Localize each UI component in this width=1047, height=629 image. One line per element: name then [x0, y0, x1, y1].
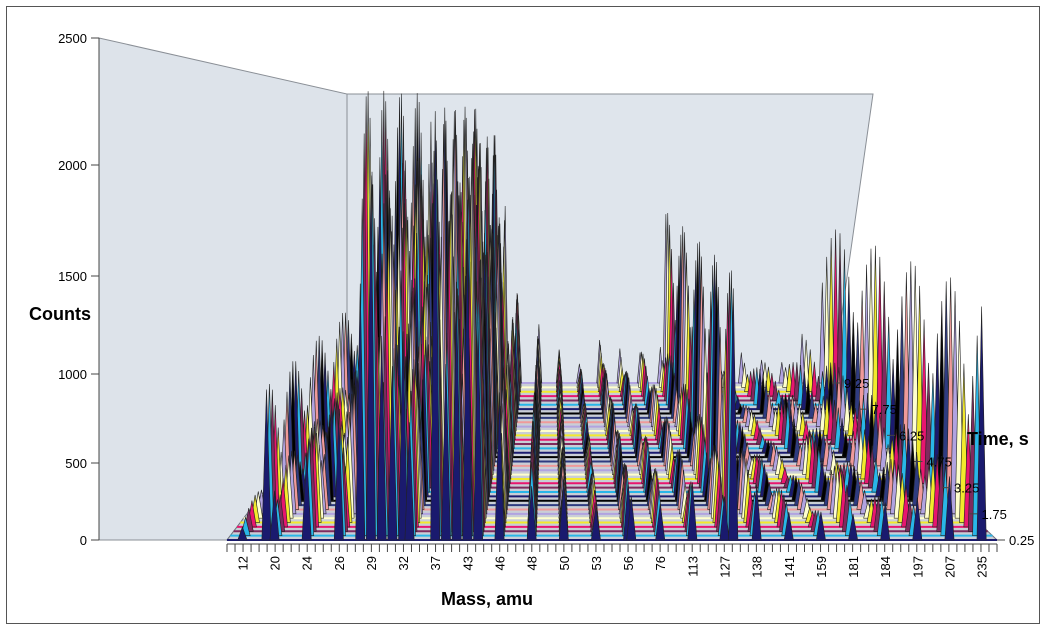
chart-frame: 0 500 1000 1500 2000 2500 12 20 24 26 29 32 37 43 46 4… [6, 6, 1040, 624]
x-tick-label: 141 [782, 556, 797, 578]
trace-peak [687, 482, 698, 541]
trace-peak [810, 361, 818, 397]
trace-peak [768, 372, 776, 397]
trace-peak [880, 502, 891, 541]
y-tick-label: 2500 [58, 31, 87, 46]
z-tick-label: 6.25 [899, 428, 924, 443]
trace-peak [626, 496, 637, 541]
trace-peak [366, 175, 376, 541]
trace-peak [462, 231, 473, 541]
trace-peak [741, 362, 748, 388]
x-axis: 12 20 24 26 29 32 37 43 46 48 50 53 56 76 113 127 138 141… [226, 543, 998, 578]
trace-peak [815, 511, 826, 541]
y-tick-label: 1000 [58, 367, 87, 382]
trace-peak [728, 288, 739, 541]
z-tick-label: 1.75 [982, 507, 1007, 522]
x-tick-label: 56 [621, 556, 636, 570]
y-tick-label: 0 [80, 533, 87, 548]
x-tick-label: 12 [235, 556, 250, 570]
trace-peak [526, 486, 537, 541]
trace-peak [814, 375, 822, 401]
x-tick-label: 50 [557, 556, 572, 570]
trace-peak [404, 422, 415, 541]
trace-peak [261, 389, 272, 541]
y-tick-label: 1500 [58, 269, 87, 284]
chart-svg: 0 500 1000 1500 2000 2500 12 20 24 26 29 32 37 43 46 4… [29, 31, 1034, 609]
x-tick-label: 76 [653, 556, 668, 570]
x-tick-label: 159 [814, 556, 829, 578]
z-tick-label: 7.75 [872, 402, 897, 417]
trace-peak [430, 111, 441, 541]
x-tick-label: 235 [975, 556, 990, 578]
trace-peak [441, 363, 451, 541]
trace-peak [771, 380, 779, 401]
trace-peak [806, 349, 814, 393]
z-tick-label: 3.25 [954, 481, 979, 496]
trace-peak [269, 490, 280, 541]
x-tick-label: 53 [589, 556, 604, 570]
trace-peak [558, 482, 569, 541]
trace-peak [333, 414, 344, 541]
trace-peak [398, 331, 409, 541]
time-slice-trace [227, 111, 997, 541]
trace-peak [843, 387, 851, 432]
z-tick-label: 4.75 [927, 455, 952, 470]
trace-peak [387, 366, 398, 541]
trace-peak [376, 335, 387, 541]
x-tick-label: 26 [332, 556, 347, 570]
x-axis-title: Mass, amu [441, 589, 533, 609]
x-tick-label: 207 [942, 556, 957, 578]
trace-peak [804, 379, 812, 414]
x-tick-label: 46 [493, 556, 508, 570]
trace-peak [655, 503, 666, 541]
x-tick-label: 138 [750, 556, 765, 578]
x-tick-label: 37 [428, 556, 443, 570]
chart-traces [227, 90, 997, 541]
trace-peak [912, 497, 923, 541]
trace-peak [808, 390, 816, 419]
z-tick-label: 9.25 [844, 376, 869, 391]
x-tick-label: 181 [846, 556, 861, 578]
x-tick-label: 48 [525, 556, 540, 570]
x-tick-label: 32 [396, 556, 411, 570]
trace-peak [473, 321, 484, 541]
trace-peak [237, 526, 248, 541]
y-tick-label: 2000 [58, 158, 87, 173]
x-tick-label: 43 [460, 556, 475, 570]
trace-peak [751, 484, 762, 541]
trace-peak [355, 283, 366, 541]
trace-peak [944, 476, 955, 541]
trace-peak [719, 496, 730, 541]
y-tick-label: 500 [65, 456, 87, 471]
trace-peak [848, 513, 859, 541]
x-tick-label: 127 [717, 556, 732, 578]
z-axis-title: Time, s [967, 429, 1029, 449]
x-tick-label: 184 [878, 556, 893, 578]
trace-peak [301, 452, 312, 541]
trace-peak [849, 312, 857, 414]
trace-peak [494, 392, 505, 541]
trace-peak [778, 362, 786, 384]
trace-peak [976, 306, 987, 541]
trace-peak [783, 511, 794, 541]
trace-peak [734, 395, 742, 410]
x-tick-label: 113 [685, 556, 700, 577]
x-tick-label: 24 [300, 556, 315, 570]
y-axis: 0 500 1000 1500 2000 2500 [58, 31, 100, 548]
x-tick-label: 29 [364, 556, 379, 570]
x-tick-label: 20 [268, 556, 283, 570]
x-tick-label: 197 [910, 556, 925, 578]
z-axis: 0.251.753.254.756.257.759.25 [832, 376, 1034, 548]
y-axis-title: Counts [29, 304, 91, 324]
z-tick-label: 0.25 [1009, 533, 1034, 548]
trace-peak [590, 507, 601, 541]
trace-peak [451, 300, 462, 541]
